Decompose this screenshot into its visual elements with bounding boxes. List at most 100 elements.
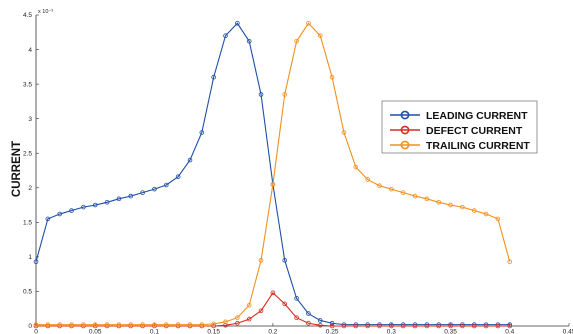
data-point <box>389 323 394 329</box>
data-point <box>69 322 74 327</box>
data-point <box>223 33 228 39</box>
data-point <box>365 323 370 329</box>
data-point <box>306 311 311 316</box>
data-point <box>163 182 169 188</box>
data-point <box>294 296 299 301</box>
data-point <box>495 323 501 329</box>
y-tick-label: 0 <box>28 323 32 330</box>
data-point <box>81 204 86 210</box>
legend-item: TRAILING CURRENT <box>390 140 530 152</box>
data-point <box>175 322 181 327</box>
series-defect-current <box>33 290 513 329</box>
data-point <box>507 259 513 265</box>
legend-item: DEFECT CURRENT <box>390 125 523 137</box>
data-point <box>258 92 264 97</box>
y-tick-label: 4 <box>28 47 32 54</box>
y-tick-label: 0.5 <box>23 289 32 296</box>
data-point <box>128 193 134 199</box>
data-point <box>424 196 430 202</box>
data-point <box>152 186 157 192</box>
data-point <box>282 92 288 97</box>
data-point <box>294 38 299 44</box>
data-point <box>235 20 240 26</box>
data-point <box>377 323 382 329</box>
data-point <box>448 202 453 208</box>
data-point <box>81 322 86 327</box>
legend-label: TRAILING CURRENT <box>426 140 530 152</box>
x-tick-label: 0.35 <box>444 329 457 334</box>
data-point <box>317 318 323 323</box>
x-tick-label: 0.25 <box>326 329 339 334</box>
data-point <box>436 323 442 329</box>
data-point <box>116 196 122 202</box>
data-point <box>235 315 240 321</box>
x-tick-label: 0 <box>34 329 38 334</box>
data-point <box>235 320 240 326</box>
data-point <box>353 164 359 170</box>
data-point <box>412 323 418 329</box>
data-point <box>317 33 323 39</box>
data-point <box>282 258 288 263</box>
data-point <box>140 190 145 195</box>
data-point <box>270 182 276 187</box>
data-point <box>282 301 288 307</box>
data-point <box>92 322 98 327</box>
data-point <box>460 323 465 329</box>
y-scale-exponent: x 10⁻³ <box>38 9 53 15</box>
legend: LEADING CURRENT DEFECT CURRENT TRAILING CU… <box>381 100 538 154</box>
legend-marker <box>400 110 410 120</box>
y-axis-label: CURRENT <box>11 141 23 197</box>
plot-axes: 0 0.5 1 1.5 2 2.5 3 3.5 4 4.5 0 0.05 0.1 0.15 0.2 0.25 0… <box>23 12 573 334</box>
legend-item: LEADING CURRENT <box>390 110 528 122</box>
data-point <box>246 302 252 308</box>
data-point <box>92 202 98 208</box>
x-tick-label: 0.2 <box>268 329 277 334</box>
y-tick-label: 3.5 <box>23 81 32 88</box>
y-tick-label: 4.5 <box>23 12 32 19</box>
data-point <box>400 190 406 195</box>
data-point <box>365 177 370 182</box>
series-line <box>36 291 510 327</box>
series-layer <box>33 20 513 329</box>
data-point <box>400 323 406 329</box>
x-tick-label: 0.15 <box>207 329 220 334</box>
series-leading-current <box>33 20 513 327</box>
data-point <box>436 199 442 205</box>
data-point <box>69 208 74 213</box>
data-point <box>45 322 51 327</box>
data-point <box>57 322 62 327</box>
legend-marker <box>400 140 410 150</box>
data-point <box>341 323 347 329</box>
y-tick-label: 2.5 <box>23 150 32 157</box>
data-point <box>246 316 252 322</box>
data-point <box>329 74 335 80</box>
data-point <box>483 211 489 217</box>
data-point <box>448 323 453 329</box>
data-point <box>199 130 205 135</box>
data-point <box>199 322 205 327</box>
data-point <box>317 323 323 328</box>
x-tick-label: 0.4 <box>505 329 514 334</box>
y-tick-label: 3 <box>28 116 32 123</box>
data-point <box>152 322 157 327</box>
data-point <box>329 320 335 326</box>
data-point <box>187 322 193 327</box>
x-tick-label: 0.05 <box>89 329 102 334</box>
data-point <box>175 174 181 180</box>
data-point <box>163 322 169 327</box>
data-point <box>377 183 382 189</box>
data-point <box>306 20 311 26</box>
data-point <box>460 204 465 210</box>
y-tick-label: 1 <box>28 254 32 261</box>
data-point <box>116 322 122 327</box>
data-point <box>471 323 477 329</box>
data-point <box>471 208 477 213</box>
data-point <box>270 290 276 296</box>
data-point <box>211 321 216 327</box>
data-point <box>140 322 145 327</box>
data-point <box>306 320 311 326</box>
data-point <box>258 258 264 263</box>
data-point <box>104 322 110 327</box>
data-point <box>353 323 359 329</box>
